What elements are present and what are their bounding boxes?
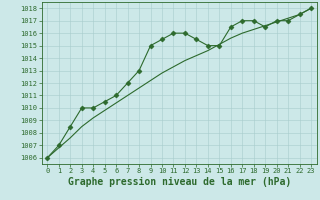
X-axis label: Graphe pression niveau de la mer (hPa): Graphe pression niveau de la mer (hPa) <box>68 177 291 187</box>
